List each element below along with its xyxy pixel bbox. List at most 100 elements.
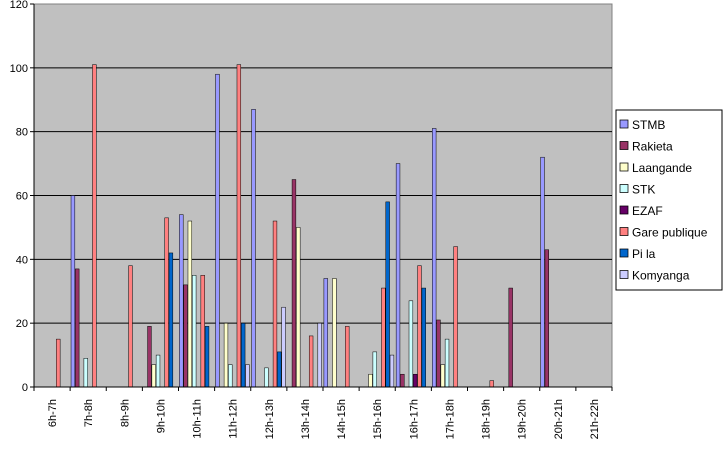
bar-ezaf-16h-17h — [413, 373, 418, 388]
y-tick-label: 0 — [22, 382, 28, 394]
y-tick-label: 80 — [16, 127, 28, 139]
x-tick-label: 6h-7h — [47, 399, 59, 427]
bar-laangande-9h-10h — [151, 364, 156, 388]
bar-komyanga-11h-12h — [245, 364, 250, 388]
axes — [33, 4, 613, 391]
legend-label: Laangande — [632, 161, 692, 175]
bar-laangande-14h-15h — [332, 278, 337, 388]
y-tick-label: 40 — [16, 254, 28, 266]
legend-label: Komyanga — [632, 269, 690, 283]
bar-gare-publique-15h-16h — [381, 287, 386, 388]
bar-gare-publique-14h-15h — [345, 326, 350, 388]
bar-stmb-7h-8h — [70, 195, 76, 388]
legend-label: EZAF — [632, 204, 663, 218]
legend-swatch — [619, 270, 629, 279]
bar-stk-10h-11h — [192, 275, 197, 388]
bar-stmb-17h-18h — [432, 128, 437, 388]
legend-label: Gare publique — [632, 226, 708, 240]
bar-pi-la-11h-12h — [241, 322, 246, 388]
legend-swatch — [619, 248, 629, 258]
bar-stmb-14h-15h — [323, 278, 328, 388]
bar-stk-15h-16h — [372, 351, 377, 388]
x-tick-label: 14h-15h — [336, 399, 348, 439]
bar-rakieta-13h-14h — [291, 179, 297, 388]
bar-gare-publique-8h-9h — [128, 265, 133, 388]
bar-gare-publique-12h-13h — [272, 220, 278, 388]
bar-gare-publique-6h-7h — [56, 338, 61, 388]
bar-gare-publique-11h-12h — [236, 64, 242, 388]
bar-gare-publique-17h-18h — [453, 246, 458, 388]
bar-gare-publique-16h-17h — [417, 265, 422, 388]
bar-stmb-16h-17h — [395, 163, 401, 388]
bar-pi-la-10h-11h — [204, 326, 210, 388]
x-tick-label: 7h-8h — [83, 399, 95, 427]
x-tick-label: 12h-13h — [264, 399, 276, 439]
bar-rakieta-20h-21h — [544, 249, 549, 388]
x-tick-label: 11h-12h — [228, 399, 240, 439]
bar-stk-11h-12h — [228, 364, 233, 388]
bar-stk-7h-8h — [83, 358, 88, 388]
bars — [56, 64, 549, 388]
bar-rakieta-19h-20h — [508, 287, 513, 388]
bar-stmb-10h-11h — [179, 214, 184, 388]
bar-gare-publique-7h-8h — [92, 64, 97, 388]
bar-rakieta-10h-11h — [183, 284, 188, 388]
bar-gare-publique-13h-14h — [308, 335, 314, 388]
bar-pi-la-16h-17h — [421, 287, 426, 388]
bar-rakieta-16h-17h — [400, 373, 405, 388]
bar-laangande-13h-14h — [296, 227, 301, 388]
bar-gare-publique-9h-10h — [164, 217, 169, 388]
x-tick-label: 8h-9h — [119, 399, 131, 427]
legend-swatch — [619, 184, 629, 193]
legend-box — [615, 109, 723, 291]
legend-swatch — [619, 205, 629, 215]
x-tick-label: 19h-20h — [517, 399, 529, 439]
legend-label: STMB — [632, 118, 665, 132]
x-tick-label: 9h-10h — [155, 399, 167, 433]
bar-stmb-20h-21h — [540, 156, 545, 388]
legend-label: STK — [632, 183, 655, 197]
x-tick-label: 15h-16h — [372, 399, 384, 439]
bar-stk-16h-17h — [408, 300, 414, 388]
x-tick-label: 13h-14h — [300, 399, 312, 439]
legend-label: Pi la — [632, 247, 656, 261]
y-tick-label: 100 — [10, 63, 28, 75]
bar-laangande-15h-16h — [368, 373, 373, 388]
legend-swatch — [619, 119, 629, 129]
bar-laangande-10h-11h — [187, 220, 193, 388]
bar-stmb-12h-13h — [251, 109, 256, 388]
legend-swatch — [619, 162, 629, 172]
legend: STMB Rakieta Laangande STK EZAF Gare publique… — [615, 109, 723, 291]
x-tick-label: 20h-21h — [553, 399, 565, 439]
bar-komyanga-15h-16h — [389, 354, 395, 388]
x-tick-label: 18h-19h — [481, 399, 493, 439]
x-tick-label: 21h-22h — [589, 399, 601, 439]
bar-pi-la-9h-10h — [168, 252, 174, 388]
bar-rakieta-7h-8h — [75, 268, 80, 388]
x-tick-label: 17h-18h — [444, 399, 456, 439]
bar-laangande-17h-18h — [440, 364, 445, 388]
bar-gare-publique-10h-11h — [200, 275, 205, 388]
y-tick-label: 20 — [16, 318, 28, 330]
bar-laangande-11h-12h — [223, 322, 229, 388]
bar-komyanga-12h-13h — [281, 306, 286, 388]
legend-swatch — [619, 141, 629, 150]
y-tick-label: 120 — [10, 0, 28, 11]
x-tick-label: 16h-17h — [408, 399, 420, 439]
bar-rakieta-17h-18h — [436, 319, 441, 388]
bar-pi-la-15h-16h — [385, 201, 390, 388]
bar-gare-publique-18h-19h — [489, 380, 494, 388]
bar-rakieta-9h-10h — [147, 326, 152, 388]
legend-swatch — [619, 227, 629, 236]
x-tick-label: 10h-11h — [192, 399, 204, 439]
y-tick-label: 60 — [16, 191, 28, 203]
legend-label: Rakieta — [632, 140, 673, 154]
x-tick-labels: 6h-7h 7h-8h 8h-9h 9h-10h 10h-11h 11h-12h 12h-1… — [47, 399, 601, 439]
bar-stk-17h-18h — [444, 338, 450, 388]
bar-stk-9h-10h — [155, 354, 161, 388]
y-tick-labels: 0 20 40 60 80 100 120 — [10, 0, 28, 394]
bar-stmb-11h-12h — [215, 73, 220, 388]
bar-pi-la-12h-13h — [277, 351, 282, 388]
bar-stk-12h-13h — [264, 367, 269, 388]
